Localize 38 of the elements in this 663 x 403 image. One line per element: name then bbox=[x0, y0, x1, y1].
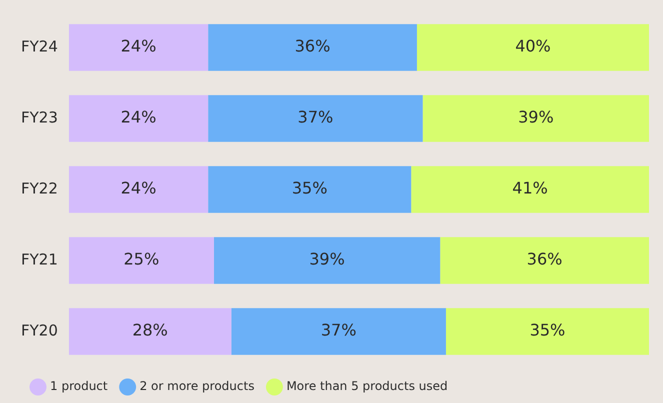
data-label: 36% bbox=[294, 36, 330, 56]
data-label: 37% bbox=[298, 108, 334, 127]
bar bbox=[446, 308, 649, 355]
bar bbox=[208, 24, 417, 71]
legend-label: 1 product bbox=[50, 379, 108, 394]
bar bbox=[422, 95, 649, 142]
bar bbox=[68, 24, 208, 71]
bar bbox=[440, 237, 649, 284]
y-tick-label: FY22 bbox=[20, 179, 58, 198]
bar bbox=[231, 308, 446, 355]
legend-label: 2 or more products bbox=[140, 379, 254, 394]
y-tick-label: FY21 bbox=[20, 250, 58, 268]
bar bbox=[214, 237, 440, 284]
bar bbox=[68, 308, 232, 355]
data-label: 40% bbox=[515, 36, 551, 56]
bar bbox=[411, 166, 649, 213]
data-label: 39% bbox=[518, 108, 554, 127]
bar bbox=[208, 95, 423, 142]
data-label: 28% bbox=[132, 320, 168, 340]
data-label: 24% bbox=[120, 108, 156, 127]
data-label: 39% bbox=[309, 250, 345, 269]
y-tick-label: FY23 bbox=[20, 108, 58, 126]
data-label: 35% bbox=[530, 320, 566, 340]
y-tick-label: FY24 bbox=[20, 37, 58, 56]
y-tick-label: FY20 bbox=[20, 321, 58, 340]
data-label: 41% bbox=[512, 178, 548, 198]
legend-label: More than 5 products used bbox=[286, 379, 448, 394]
data-label: 24% bbox=[120, 178, 156, 198]
data-label: 36% bbox=[526, 250, 562, 269]
bar bbox=[68, 95, 208, 142]
data-label: 25% bbox=[124, 250, 160, 269]
bar bbox=[416, 24, 649, 71]
data-label: 24% bbox=[120, 36, 156, 56]
bar bbox=[68, 166, 208, 213]
bar bbox=[68, 237, 214, 284]
data-label: 37% bbox=[320, 320, 356, 340]
data-label: 35% bbox=[292, 178, 328, 198]
bar bbox=[208, 166, 412, 213]
